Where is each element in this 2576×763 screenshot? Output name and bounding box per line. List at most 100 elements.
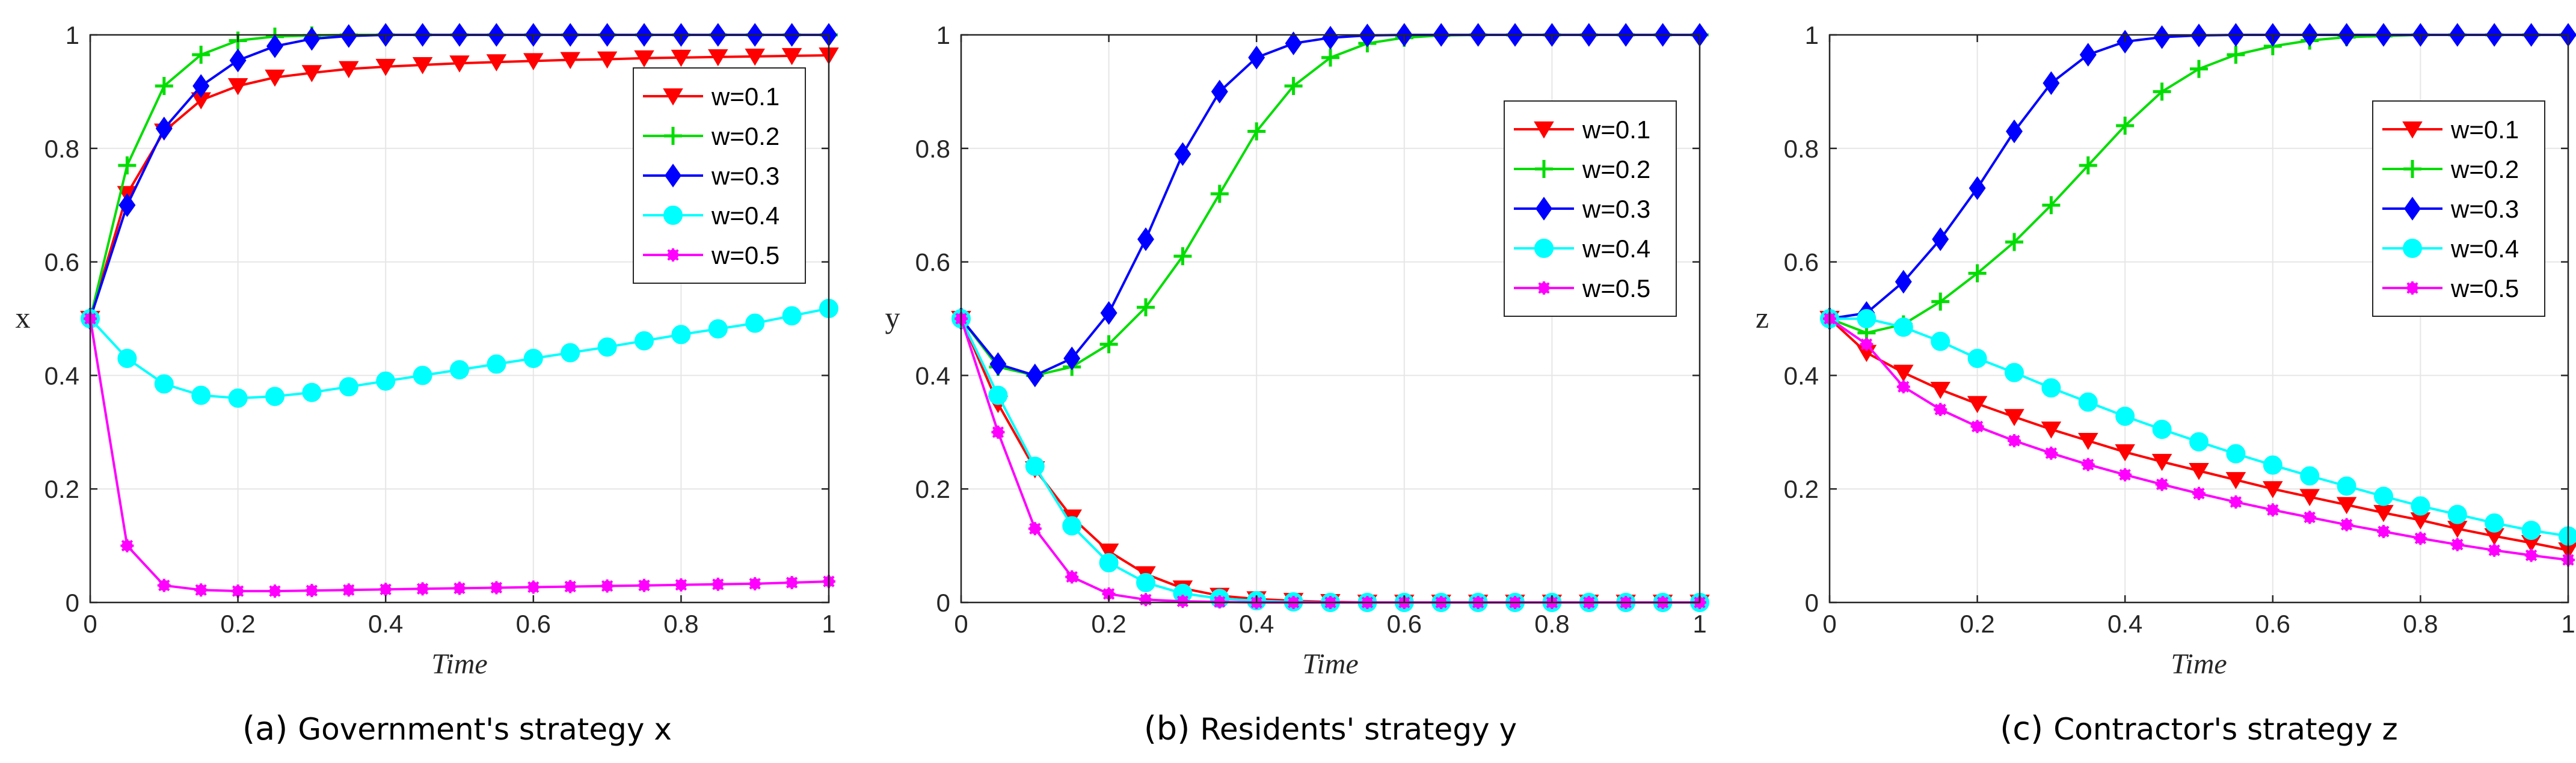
data-point (711, 577, 725, 591)
legend-label: w=0.5 (711, 241, 779, 269)
x-tick-label: 0.8 (663, 610, 698, 638)
data-point (2155, 477, 2169, 491)
legend-marker (1534, 239, 1554, 258)
data-point (118, 193, 136, 217)
data-point (2190, 60, 2208, 78)
data-point (781, 47, 802, 66)
caption-letter: (c) (2000, 709, 2053, 747)
data-point (339, 377, 358, 397)
data-point (227, 78, 248, 96)
data-point (635, 331, 654, 351)
data-point (560, 52, 580, 70)
legend-label: w=0.1 (2450, 115, 2519, 144)
data-point (1969, 176, 1986, 200)
legend-marker (1534, 121, 1554, 139)
data-point (1893, 364, 1914, 382)
legend-box (2372, 100, 2545, 317)
data-point (305, 584, 319, 598)
x-axis-label: Time (2171, 648, 2227, 680)
data-point (413, 366, 432, 385)
data-point (1136, 572, 1155, 592)
legend-label: w=0.2 (1582, 155, 1650, 183)
data-point (1210, 185, 1229, 203)
data-point (339, 61, 359, 79)
data-point (2152, 420, 2172, 440)
x-tick-label: 0.8 (2403, 610, 2438, 638)
data-point (674, 578, 688, 592)
data-point (1026, 363, 1044, 388)
data-point (2079, 156, 2097, 175)
data-point (2043, 71, 2060, 95)
data-point (1063, 346, 1081, 370)
legend-entry: w=0.1 (2382, 115, 2519, 144)
data-point (782, 306, 802, 326)
legend-label: w=0.4 (711, 201, 779, 230)
data-point (412, 57, 433, 75)
data-point (597, 337, 617, 357)
x-tick-label: 0.4 (368, 610, 403, 638)
data-point (2337, 476, 2356, 496)
legend-entry: w=0.3 (1514, 195, 1650, 223)
data-point (2488, 544, 2501, 557)
y-tick-label: 0.2 (1784, 475, 1819, 503)
data-point (1102, 587, 1116, 601)
x-tick-label: 0.4 (2107, 610, 2142, 638)
legend-label: w=0.1 (711, 82, 779, 111)
data-point (2153, 25, 2171, 49)
data-point (1860, 337, 1874, 351)
y-tick-label: 1 (936, 21, 950, 49)
legend-entry: w=0.2 (1514, 155, 1650, 183)
data-point (2227, 46, 2245, 64)
y-tick-label: 0.8 (1784, 135, 1819, 163)
data-point (228, 388, 248, 408)
data-point (561, 343, 580, 363)
x-tick-label: 1 (822, 610, 835, 638)
data-point (2300, 466, 2320, 486)
data-point (1931, 292, 1950, 311)
x-tick-label: 0.2 (220, 610, 255, 638)
x-tick-label: 1 (1692, 610, 1706, 638)
series-w=0.5 (1823, 312, 2575, 567)
caption-text: Residents' strategy y (1200, 712, 1517, 747)
y-tick-label: 0.6 (1784, 248, 1819, 277)
data-point (2116, 117, 2135, 135)
data-point (1025, 456, 1045, 476)
data-point (375, 58, 396, 76)
legend-entry: w=0.3 (643, 162, 779, 190)
data-point (1285, 31, 1302, 55)
data-point (2450, 538, 2464, 551)
data-point (2005, 363, 2024, 382)
data-point (2229, 495, 2243, 509)
legend-label: w=0.5 (1582, 274, 1650, 302)
legend-label: w=0.4 (2450, 234, 2519, 263)
y-tick-label: 0 (1805, 589, 1819, 617)
data-point (989, 352, 1007, 376)
y-tick-label: 0.6 (45, 248, 79, 277)
y-axis-label: x (16, 301, 31, 334)
legend-entry: w=0.1 (643, 82, 779, 111)
data-point (2303, 510, 2317, 524)
x-axis-label: Time (431, 648, 487, 680)
axes-box (89, 34, 830, 604)
data-point (157, 578, 171, 592)
y-axis-label: z (1756, 301, 1769, 334)
legend-marker (2402, 121, 2423, 139)
legend-entry: w=0.2 (643, 122, 779, 150)
data-point (991, 425, 1005, 439)
data-point (450, 360, 469, 379)
data-point (2189, 462, 2209, 480)
data-point (2336, 497, 2357, 515)
data-point (117, 349, 137, 369)
data-point (118, 156, 137, 175)
legend-marker (1535, 160, 1553, 178)
data-point (2042, 196, 2061, 215)
data-point (1174, 142, 1191, 166)
panel-caption: (c) Contractor's strategy z (2000, 709, 2398, 747)
data-point (1248, 46, 1265, 70)
y-tick-label: 0.4 (1784, 361, 1819, 390)
data-point (523, 349, 543, 369)
data-point (1028, 522, 1042, 536)
data-point (1934, 403, 1947, 417)
data-point (1967, 396, 1988, 414)
legend-entry: w=0.4 (643, 201, 779, 230)
